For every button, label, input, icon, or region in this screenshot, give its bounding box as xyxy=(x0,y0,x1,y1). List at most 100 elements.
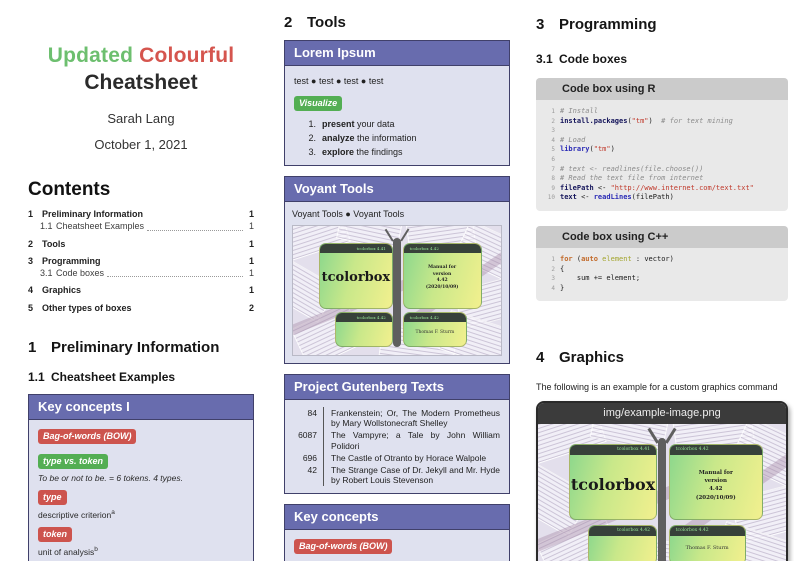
wing-bottom-right: tcolorbox 4.42 Thomas F. Sturm xyxy=(402,312,468,348)
r-code-listing: 1 # Install 2 install.packages("tm") # for … xyxy=(536,100,788,211)
bow-badge: Bag-of-words (BOW) xyxy=(38,428,137,444)
graphics-caption: The following is an example for a custom… xyxy=(536,382,778,393)
section-heading-preliminary-information: 1 Preliminary Information xyxy=(28,338,220,356)
example-image-filename: img/example-image.png xyxy=(538,403,786,425)
subsection-heading-code-boxes: 3.1 Code boxes xyxy=(536,52,628,66)
author-label: Thomas F. Sturm xyxy=(685,545,729,552)
wing-top-right: tcolorbox 4.42 Manual for version 4.42 (… xyxy=(668,443,763,521)
wing-top-left: tcolorbox 4.41 tcolorbox xyxy=(569,443,658,521)
wing-bottom-right: tcolorbox 4.42 Thomas F. Sturm xyxy=(668,524,746,561)
section-heading-tools: 2 Tools xyxy=(284,14,346,31)
bow-badge: Bag-of-words (BOW) xyxy=(294,539,393,555)
right-column: 3 Programming 3.1 Code boxes Code box us… xyxy=(536,0,788,561)
code-line: 6 xyxy=(551,155,555,163)
section-heading-graphics: 4 Graphics xyxy=(536,349,625,367)
gutenberg-row: 42 The Strange Case of Dr. Jekyll and Mr… xyxy=(294,463,500,487)
wing-header: tcolorbox 4.42 xyxy=(335,313,392,323)
wing-bottom-left: tcolorbox 4.42 xyxy=(587,524,658,561)
wing-header: tcolorbox 4.41 xyxy=(570,444,657,455)
code-line: 10 text <- readLines(filePath) xyxy=(547,193,674,202)
wing-header: tcolorbox 4.42 xyxy=(669,525,745,536)
footnote-mark-a: a xyxy=(111,508,115,516)
type-definition: descriptive criteriona xyxy=(38,508,115,520)
document-date: October 1, 2021 xyxy=(94,137,188,152)
toc-entry-cheatsheet-examples[interactable]: 1.1 Cheatsheet Examples 1 xyxy=(40,221,254,232)
document-title-line2: Cheatsheet xyxy=(84,71,198,94)
tcolorbox-example-image: tcolorbox 4.41 tcolorbox tcolorbox 4.42 … xyxy=(292,225,502,356)
cpp-code-listing: 1 for (auto element : vector) 2{3 sum += e… xyxy=(536,248,788,301)
voyant-tools-box-title: Voyant Tools xyxy=(285,177,509,202)
title-word-colourful: Colourful xyxy=(139,44,235,67)
table-of-contents: 1 Preliminary Information 1 1.1 Cheatshe… xyxy=(28,209,254,314)
tcolorbox-label: tcolorbox xyxy=(321,270,391,286)
left-column: Updated Colourful Cheatsheet Sarah Lang … xyxy=(28,0,254,561)
code-line: 9 filePath <- "http://www.internet.com/te… xyxy=(551,183,754,192)
code-line: 7 # text <- readlines(file.choose()) xyxy=(551,164,704,173)
key-concepts-2-box-title: Key concepts xyxy=(285,505,509,531)
type-vs-token-badge: type vs. token xyxy=(38,453,109,469)
title-word-updated: Updated xyxy=(47,44,134,67)
subsection-heading-cheatsheet-examples: 1.1 Cheatsheet Examples xyxy=(28,369,176,384)
code-line: 2{ xyxy=(551,264,565,273)
author-name: Sarah Lang xyxy=(107,111,175,126)
toc-entry-other-boxes[interactable]: 5 Other types of boxes 2 xyxy=(28,302,254,313)
r-code-box-title: Code box using R xyxy=(536,78,788,100)
cpp-code-box: Code box using C++ 1 for (auto element : … xyxy=(536,225,788,302)
wing-header: tcolorbox 4.42 xyxy=(403,313,467,323)
code-line: 1 for (auto element : vector) xyxy=(551,254,674,263)
gutenberg-row: 84 Frankenstein; Or, The Modern Promethe… xyxy=(294,407,500,430)
key-concepts-1-box-title: Key concepts I xyxy=(29,394,253,420)
toc-leader-dots xyxy=(147,229,243,231)
code-line: 2 install.packages("tm") # for text minin… xyxy=(551,116,733,125)
toc-entry-programming[interactable]: 3 Programming 1 xyxy=(28,255,254,266)
wing-header: tcolorbox 4.41 xyxy=(320,243,392,253)
code-line: 4 # Load xyxy=(551,135,586,144)
manual-version-label: Manual for version 4.42 (2020/10/09) xyxy=(425,264,459,291)
wing-bottom-left: tcolorbox 4.42 xyxy=(334,312,393,348)
r-code-box: Code box using R 1 # Install 2 install.pack… xyxy=(536,78,788,211)
code-line: 3 sum += element; xyxy=(551,274,641,283)
type-token-example: To be or not to be. = 6 tokens. 4 types. xyxy=(38,472,183,483)
code-line: 3 xyxy=(551,127,555,135)
wing-header: tcolorbox 4.42 xyxy=(403,243,481,253)
code-line: 4} xyxy=(551,283,565,292)
tcolorbox-label: tcolorbox xyxy=(570,475,656,495)
author-label: Thomas F. Sturm xyxy=(415,330,455,336)
toc-entry-graphics[interactable]: 4 Graphics 1 xyxy=(28,285,254,296)
code-line: 1 # Install xyxy=(551,107,598,115)
butterfly-body xyxy=(657,437,667,561)
token-badge: token xyxy=(38,526,73,542)
wing-top-right: tcolorbox 4.42 Manual for version 4.42 (… xyxy=(402,242,482,309)
cpp-code-box-title: Code box using C++ xyxy=(536,225,788,248)
manual-version-label: Manual for version 4.42 (2020/10/09) xyxy=(695,469,736,501)
key-concepts-1-box: Key concepts I Bag-of-words (BOW) type v… xyxy=(28,393,254,561)
token-definition: unit of analysisb xyxy=(38,545,98,557)
test-bullet-line: test ● test ● test ● test xyxy=(294,76,384,86)
lorem-ipsum-box-title: Lorem Ipsum xyxy=(285,41,509,66)
contents-heading: Contents xyxy=(28,179,111,200)
gutenberg-row: 6087 The Vampyre; a Tale by John William… xyxy=(294,429,500,452)
section-heading-programming: 3 Programming xyxy=(536,16,657,33)
lorem-ipsum-box: Lorem Ipsum test ● test ● test ● test Vi… xyxy=(284,40,510,166)
visualize-badge: Visualize xyxy=(294,96,343,111)
voyant-tools-box: Voyant Tools Voyant Tools ● Voyant Tools xyxy=(284,176,510,364)
document-title: Updated Colourful xyxy=(28,44,254,68)
type-badge: type xyxy=(38,489,67,505)
footnote-mark-b: b xyxy=(94,545,98,553)
gutenberg-box-title: Project Gutenberg Texts xyxy=(285,375,509,400)
wing-header: tcolorbox 4.42 xyxy=(588,525,657,536)
wing-top-left: tcolorbox 4.41 tcolorbox xyxy=(319,242,393,309)
step-item-present: 1. present your data xyxy=(308,119,395,129)
tcolorbox-example-image: tcolorbox 4.41 tcolorbox tcolorbox 4.42 … xyxy=(538,424,786,561)
toc-entry-tools[interactable]: 2 Tools 1 xyxy=(28,238,254,249)
key-concepts-2-box: Key concepts Bag-of-words (BOW) Zipf's L… xyxy=(284,504,510,561)
toc-entry-preliminary-information[interactable]: 1 Preliminary Information 1 xyxy=(28,209,254,219)
toc-entry-code-boxes[interactable]: 3.1 Code boxes 1 xyxy=(40,268,254,278)
code-line: 8 # Read the text file from internet xyxy=(551,174,704,183)
code-line: 5 library("tm") xyxy=(551,145,615,154)
example-image-frame: img/example-image.png tcolorbox 4.41 xyxy=(536,401,788,561)
gutenberg-row: 696 The Castle of Otranto by Horace Walp… xyxy=(294,451,500,464)
butterfly-body xyxy=(393,237,401,348)
